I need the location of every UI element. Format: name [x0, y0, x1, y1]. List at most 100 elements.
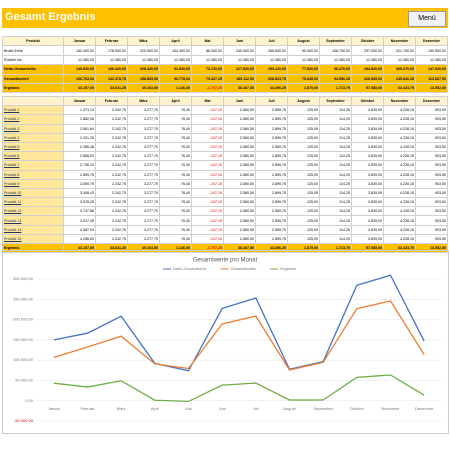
- table-row: Produkt 12 3.747,86 2.242,75 3.277,70 76,40-…: [2, 206, 448, 217]
- cell: 94.556,25: [319, 73, 352, 84]
- cell: 3.277,70: [127, 197, 160, 208]
- cell: -247,15: [191, 178, 224, 189]
- cell: 3.408,43: [63, 187, 96, 199]
- cell: 90.000,00: [287, 45, 320, 56]
- cell: 2.242,75: [95, 233, 128, 245]
- cell: 208.823,75: [255, 73, 288, 84]
- cell: 12.480,00: [351, 54, 384, 66]
- cell: 2.242,75: [95, 114, 128, 125]
- cell: 4.228,15: [383, 105, 416, 116]
- cell: 114,25: [319, 123, 352, 134]
- cell: 2.560,50: [223, 123, 256, 134]
- cell: 3.839,00: [351, 187, 384, 199]
- row-label: Produkt 1: [2, 105, 64, 116]
- cell: 265.600,00: [255, 45, 288, 56]
- cell: 114,25: [319, 141, 352, 153]
- table-row: Ergebnis 43.157,00 33.641,25 49.163,50 1.146…: [2, 242, 448, 254]
- cell: 147.020,00: [415, 64, 448, 75]
- cell: 76,40: [159, 169, 192, 180]
- row-label: Produkt 10: [2, 187, 64, 199]
- cell: 12.480,00: [415, 54, 448, 66]
- cell: -247,15: [191, 160, 224, 171]
- cell: 76,40: [159, 123, 192, 134]
- cell: 125,00: [287, 141, 320, 153]
- cell: 903,50: [415, 197, 448, 208]
- x-tick-label: Februar: [80, 406, 95, 411]
- x-tick-label: November: [381, 406, 400, 411]
- cell: 3.277,70: [127, 224, 160, 235]
- cell: 114,25: [319, 233, 352, 245]
- cell: 125,00: [287, 178, 320, 189]
- cell: 12.480,00: [191, 54, 224, 66]
- cell: 12.480,00: [63, 54, 96, 66]
- row-label: Produkt 6: [2, 151, 64, 162]
- cell: 3.277,70: [127, 215, 160, 226]
- cell: 3.839,00: [351, 132, 384, 143]
- row-label: Produkt 15: [2, 233, 64, 245]
- cell: 4.228,15: [383, 160, 416, 171]
- cell: 2.736,13: [63, 160, 96, 171]
- cell: 76,40: [159, 151, 192, 162]
- cell: 3.839,00: [351, 160, 384, 171]
- cell: -247,15: [191, 187, 224, 199]
- cell: 1.875,00: [287, 82, 320, 94]
- menu-button[interactable]: Menü: [408, 11, 446, 27]
- cell: 2.899,75: [255, 114, 288, 125]
- header-row: Produkt Januar Februar März April Mai Juni Juli…: [2, 35, 448, 47]
- column-header: September: [319, 95, 352, 107]
- cell: 3.277,70: [127, 151, 160, 162]
- cell: 114,25: [319, 114, 352, 125]
- cell: 2.560,50: [223, 114, 256, 125]
- cell: 3.839,00: [351, 114, 384, 125]
- row-label: Produkt 11: [2, 197, 64, 208]
- column-header: Oktober: [351, 95, 384, 107]
- cell: 2.560,50: [223, 141, 256, 153]
- page-title: Gesamt Ergebnis: [5, 11, 96, 23]
- cell: 903,50: [415, 206, 448, 217]
- cell: 2.242,75: [95, 160, 128, 171]
- cell: 2.396,48: [63, 141, 96, 153]
- cell: 2.560,50: [223, 233, 256, 245]
- x-tick-label: Mai: [185, 406, 192, 411]
- column-header: März: [127, 95, 160, 107]
- cell: 3.839,00: [351, 215, 384, 226]
- row-label: Produkt 2: [2, 114, 64, 125]
- y-tick-label: 150.000,00: [13, 337, 34, 342]
- cell: 91.920,00: [159, 64, 192, 75]
- column-header: Juli: [255, 95, 288, 107]
- cell: 2.899,75: [255, 233, 288, 245]
- cell: 125,00: [287, 132, 320, 143]
- cell: 108.750,00: [319, 45, 352, 56]
- cell: 3.839,00: [351, 233, 384, 245]
- table-row: Brutto Erlös 162.400,00 178.900,00 220.900,…: [2, 45, 448, 56]
- cell: 3.277,70: [127, 114, 160, 125]
- cell: 4.256,63: [63, 233, 96, 245]
- cell: -247,15: [191, 141, 224, 153]
- column-header: Produkt: [2, 35, 64, 47]
- chart: Gesamtwerte pro Monat -50.000,00 0,00 50.0…: [2, 250, 449, 434]
- cell: 253.120,00: [255, 64, 288, 75]
- cell: 162.400,00: [63, 45, 96, 56]
- cell: 3.277,70: [127, 169, 160, 180]
- cell: 12.480,00: [95, 54, 128, 66]
- cell: 104.400,00: [159, 45, 192, 56]
- cell: 125,00: [287, 114, 320, 125]
- cell: 96.270,00: [319, 64, 352, 75]
- cell: 12.480,00: [159, 54, 192, 66]
- cell: 4.087,04: [63, 224, 96, 235]
- cell: 903,50: [415, 123, 448, 134]
- cell: 903,50: [415, 141, 448, 153]
- cell: 903,50: [415, 114, 448, 125]
- x-tick-label: August: [283, 406, 296, 411]
- cell: 227.520,00: [223, 64, 256, 75]
- cell: 114,25: [319, 151, 352, 162]
- cell: 2.560,50: [223, 178, 256, 189]
- x-tick-label: Juli: [253, 406, 259, 411]
- table-row: Produkt 3 2.061,64 2.242,75 3.277,70 76,40 -2…: [2, 123, 448, 134]
- cell: 125,00: [287, 215, 320, 226]
- table-row: Ergebnis 43.157,00 33.641,25 49.163,50 1.146…: [2, 82, 448, 94]
- cell: 2.560,50: [223, 105, 256, 116]
- table-row: Rückfie etc. 12.480,00 12.480,00 12.480,00 1…: [2, 54, 448, 66]
- cell: -247,15: [191, 132, 224, 143]
- header-row: Januar Februar März April Mai Juni Juli August S…: [2, 95, 448, 107]
